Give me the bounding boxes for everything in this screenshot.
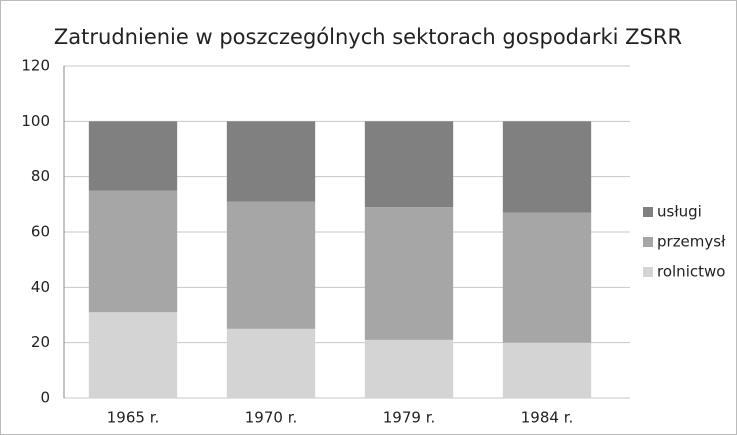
bar-segment xyxy=(364,207,454,340)
bar-segment xyxy=(226,201,316,329)
y-tick-label: 40 xyxy=(31,278,50,296)
x-tick-label: 1984 r. xyxy=(521,409,574,427)
bar-segment xyxy=(88,312,178,398)
bar-segment xyxy=(502,342,592,398)
y-tick-label: 120 xyxy=(21,57,50,75)
bar-segment xyxy=(226,121,316,202)
bar-segment xyxy=(502,212,592,343)
bar-segment xyxy=(88,121,178,191)
bar-segment xyxy=(226,328,316,398)
bar-segment xyxy=(364,339,454,398)
bar-segment xyxy=(364,121,454,208)
legend-label: przemysł xyxy=(657,233,726,251)
y-tick-label: 80 xyxy=(31,167,50,185)
y-tick-label: 20 xyxy=(31,333,50,351)
y-tick-label: 60 xyxy=(31,223,50,241)
legend-swatch xyxy=(643,267,653,277)
bar-segment xyxy=(88,190,178,313)
x-tick-label: 1965 r. xyxy=(107,409,160,427)
y-tick-label: 0 xyxy=(40,389,50,407)
chart-title: Zatrudnienie w poszczególnych sektorach … xyxy=(54,25,682,49)
x-tick-label: 1979 r. xyxy=(383,409,436,427)
legend-label: rolnictwo xyxy=(657,263,725,281)
legend-swatch xyxy=(643,237,653,247)
legend-label: usługi xyxy=(657,203,702,221)
legend-swatch xyxy=(643,207,653,217)
bar-segment xyxy=(502,121,592,213)
x-tick-label: 1970 r. xyxy=(245,409,298,427)
y-tick-label: 100 xyxy=(21,112,50,130)
